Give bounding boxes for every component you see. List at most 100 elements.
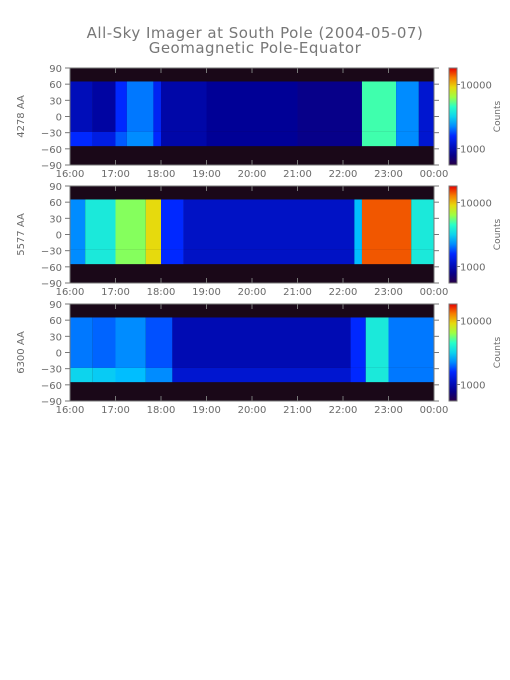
heatmap-cell [145,249,161,265]
x-tick-label: 18:00 [147,405,176,416]
x-tick-label: 21:00 [283,405,312,416]
heatmap-cell [206,131,298,147]
colorbar-tick-label: 1000 [460,263,485,274]
x-tick-label: 20:00 [238,405,267,416]
heatmap-cell [145,199,161,250]
heatmap-cell [115,81,127,132]
heatmap-cell [161,199,184,250]
heatmap-cell [418,81,434,132]
x-tick-label: 23:00 [374,405,403,416]
colorbar-tick-label: 1000 [460,145,485,156]
heatmap-cell [70,81,93,132]
x-tick-label: 16:00 [56,169,85,180]
heatmap-cell [354,199,362,250]
heatmap-cell [92,131,116,147]
x-tick-label: 21:00 [283,169,312,180]
panel-1: 90 60 30 0 −30 −60 −90 4278 AA 16:00 17:00 18:00 19… [16,64,503,180]
heatmap-cell [70,249,86,265]
panel-2: 90 60 30 0 −30 −60 −90 5577 AA 16:00 17:00 18:00 19… [16,182,503,298]
heatmap-cell [396,81,419,132]
heatmap-cell [350,367,366,383]
y-tick-label: −30 [41,129,62,140]
heatmap-cell [361,131,397,147]
chart-title: All-Sky Imager at South Pole (2004-05-07… [86,24,424,42]
y-tick-label: −90 [41,397,62,408]
x-tick-label: 00:00 [420,405,449,416]
heatmap-cell [145,317,173,368]
heatmap-cell [126,131,154,147]
heatmap-cell [153,81,161,132]
x-tick-label: 18:00 [147,287,176,298]
heatmap-cell [115,249,146,265]
x-tick-label: 20:00 [238,169,267,180]
heatmap-cell [411,199,434,250]
y-tick-label: 30 [49,96,62,107]
x-tick-label: 17:00 [101,287,130,298]
x-tick-label: 19:00 [192,169,221,180]
y-tick-label: −60 [41,381,62,392]
y-tick-label: 0 [56,113,62,124]
y-tick-label: 60 [49,80,62,91]
y-tick-label: −90 [41,279,62,290]
y-tick-label: 30 [49,332,62,343]
heatmap-cell [297,81,362,132]
heatmap-cell [85,199,116,250]
y-tick-label: −90 [41,161,62,172]
y-tick-label: 90 [49,182,62,193]
heatmap-cell [115,199,146,250]
colorbar-label: Counts [493,336,503,368]
y-tick-label: 0 [56,231,62,242]
heatmap-cell [115,317,146,368]
heatmap-cell [92,317,116,368]
heatmap-cell [361,199,412,250]
x-tick-label: 17:00 [101,405,130,416]
x-tick-label: 16:00 [56,405,85,416]
y-tick-label: 60 [49,316,62,327]
y-tick-label: 90 [49,300,62,311]
x-tick-label: 00:00 [420,169,449,180]
heatmap-cell [161,81,207,132]
y-tick-label: 90 [49,64,62,75]
heatmap-cell [388,367,434,383]
heatmap-cell [206,81,298,132]
heatmap-cell [115,367,146,383]
x-tick-label: 23:00 [374,169,403,180]
x-tick-label: 19:00 [192,405,221,416]
x-tick-label: 00:00 [420,287,449,298]
y-tick-label: 60 [49,198,62,209]
y-axis-label: 4278 AA [16,95,27,138]
x-tick-label: 16:00 [56,287,85,298]
heatmap-cell [365,317,389,368]
heatmap-cell [361,81,397,132]
heatmap-cell [183,199,355,250]
panel-3: 90 60 30 0 −30 −60 −90 6300 AA 16:00 17:00 18:00 19… [16,300,503,416]
y-tick-label: −60 [41,145,62,156]
x-tick-label: 21:00 [283,287,312,298]
heatmap-cell [70,199,86,250]
y-tick-label: −30 [41,247,62,258]
x-tick-label: 18:00 [147,169,176,180]
x-tick-label: 19:00 [192,287,221,298]
heatmap-cell [70,367,93,383]
heatmap-cell [396,131,419,147]
x-tick-label: 22:00 [329,287,358,298]
colorbar-label: Counts [493,218,503,250]
heatmap-cell [70,131,93,147]
heatmap-cell [161,131,207,147]
heatmap-cell [126,81,154,132]
colorbar [448,185,458,284]
heatmap-cell [418,131,434,147]
colorbar-label: Counts [493,100,503,132]
colorbar-tick-label: 1000 [460,381,485,392]
x-tick-label: 22:00 [329,169,358,180]
colorbar-tick-label: 10000 [460,198,492,209]
x-tick-label: 23:00 [374,287,403,298]
heatmap-cell [172,317,351,368]
heatmap-cell [92,81,116,132]
x-tick-label: 20:00 [238,287,267,298]
heatmap-cell [361,249,412,265]
colorbar [448,67,458,166]
heatmap-cell [115,131,127,147]
heatmap-cell [172,367,351,383]
